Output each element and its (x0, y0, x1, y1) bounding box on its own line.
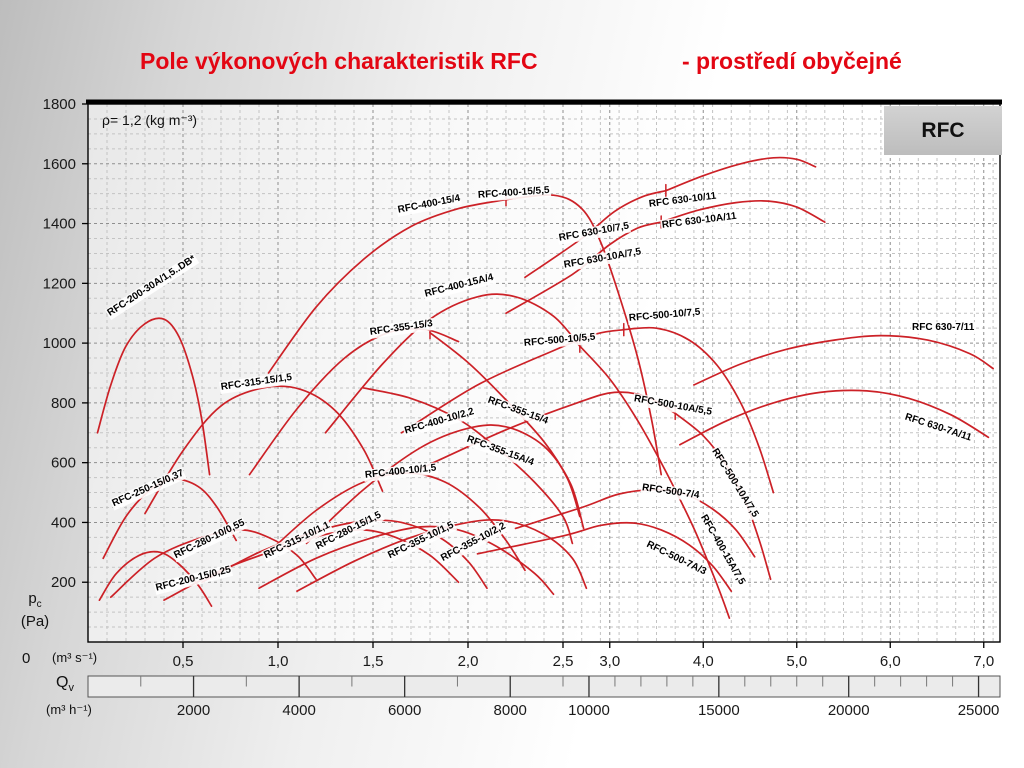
x-tick-label-m3h: 20000 (828, 702, 870, 719)
page-title: Pole výkonových charakteristik RFC - pro… (0, 48, 1024, 78)
x-tick-label-m3s: 6,0 (880, 653, 901, 670)
y-tick-label: 1600 (43, 156, 76, 173)
x-tick-label-m3h: 8000 (494, 702, 527, 719)
flow-axis-symbol-qv: Qv (56, 674, 74, 695)
curve-RFC-355-10-2,2 (296, 519, 588, 593)
x-tick-label-m3s: 2,5 (553, 653, 574, 670)
y-tick-label: 400 (51, 514, 76, 531)
y-tick-label: 800 (51, 395, 76, 412)
flow-axis-unit-m3s: (m³ s⁻¹) (52, 650, 98, 665)
curve-RFC-500-10-5,5 (400, 328, 625, 434)
y-tick-label: 1400 (43, 216, 76, 233)
y-axis-symbol-sub: c (36, 599, 42, 610)
x-tick-label-m3s: 4,0 (693, 653, 714, 670)
x-tick-label-m3s: 3,0 (599, 653, 620, 670)
y-axis-title: pc (Pa) (14, 590, 56, 630)
x-tick-label-m3s: 1,0 (268, 653, 289, 670)
y-axis-zero-label: 0 (22, 650, 31, 667)
y-tick-label: 1800 (43, 96, 76, 113)
x-tick-label-m3h: 2000 (177, 702, 210, 719)
x-tick-label-m3s: 7,0 (973, 653, 994, 670)
x-tick-label-m3s: 0,5 (173, 653, 194, 670)
x-tick-label-m3h: 10000 (568, 702, 610, 719)
title-main-text: Pole výkonových charakteristik RFC (140, 48, 538, 74)
qv-ruler: 2000 4000 6000 8000 10000 15000 20000 25000 (87, 675, 1001, 719)
series-badge: RFC (884, 106, 1002, 155)
y-axis-unit: (Pa) (20, 613, 50, 630)
title-suffix-text: - prostředí obyčejné (682, 48, 902, 74)
x-tick-label-m3h: 6000 (388, 702, 421, 719)
x-tick-label-m3s: 5,0 (786, 653, 807, 670)
air-density-note: ρ= 1,2 (kg m⁻³) (102, 112, 198, 128)
y-axis-symbol: p (28, 590, 37, 607)
y-tick-label: 1000 (43, 335, 76, 352)
curve-RFC-630-10-11 (665, 156, 817, 192)
y-tick-label: 1200 (43, 275, 76, 292)
axis-ticks: 200 400 600 800 1000 1200 1400 1600 1800 0,5 1,0 1,… (43, 96, 995, 670)
x-tick-label-m3h: 25000 (958, 702, 1000, 719)
y-tick-label: 600 (51, 455, 76, 472)
curve-RFC-630-7-11 (693, 334, 994, 386)
flow-axis-unit-m3h: (m³ h⁻¹) (46, 702, 92, 717)
x-tick-label-m3s: 2,0 (458, 653, 479, 670)
y-tick-label: 200 (51, 574, 76, 591)
x-tick-label-m3s: 1,5 (363, 653, 384, 670)
x-tick-label-m3h: 15000 (698, 702, 740, 719)
x-tick-label-m3h: 4000 (282, 702, 315, 719)
